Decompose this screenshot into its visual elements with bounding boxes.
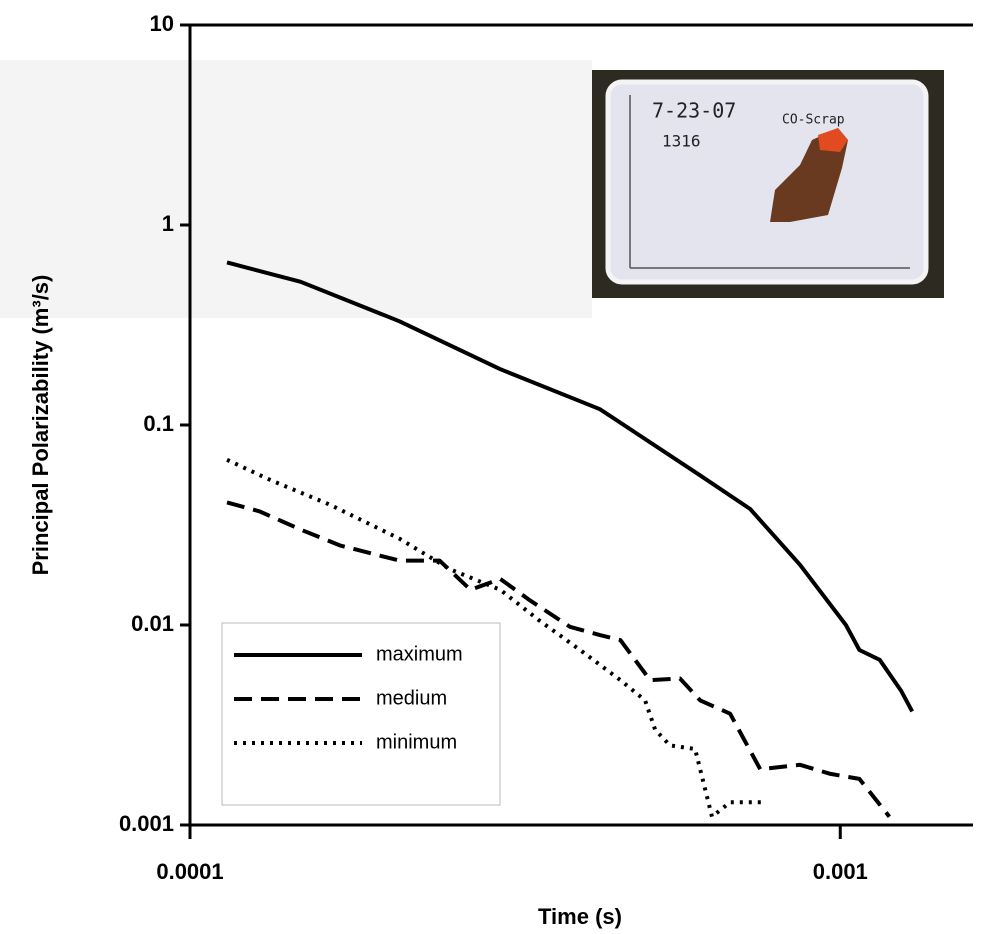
- inset-photo: 7-23-07 1316 CO-Scrap: [592, 70, 944, 298]
- y-axis-title: Principal Polarizability (m³/s): [28, 275, 53, 576]
- y-tick-label: 10: [150, 11, 174, 36]
- scrap-highlight: [818, 128, 848, 152]
- whiteboard: [605, 79, 929, 285]
- y-tick-label: 0.1: [143, 411, 174, 436]
- x-axis-title: Time (s): [538, 904, 622, 929]
- y-tick-label: 0.001: [119, 811, 174, 836]
- background-band: [0, 60, 592, 318]
- y-tick-label: 0.01: [131, 611, 174, 636]
- x-tick-label: 0.0001: [156, 859, 223, 884]
- legend: maximum medium minimum: [221, 622, 501, 806]
- legend-label: maximum: [376, 643, 463, 665]
- inset-text: 7-23-07: [652, 99, 736, 123]
- series-line: [226, 260, 914, 713]
- y-tick-label: 1: [162, 211, 174, 236]
- inset-text: CO-Scrap: [782, 113, 845, 128]
- x-tick-label: 0.001: [813, 859, 868, 884]
- inset-text: 1316: [662, 132, 701, 151]
- scrap-object: [770, 128, 848, 222]
- legend-label: medium: [376, 687, 447, 709]
- legend-label: minimum: [376, 731, 457, 753]
- series-line: [226, 500, 891, 818]
